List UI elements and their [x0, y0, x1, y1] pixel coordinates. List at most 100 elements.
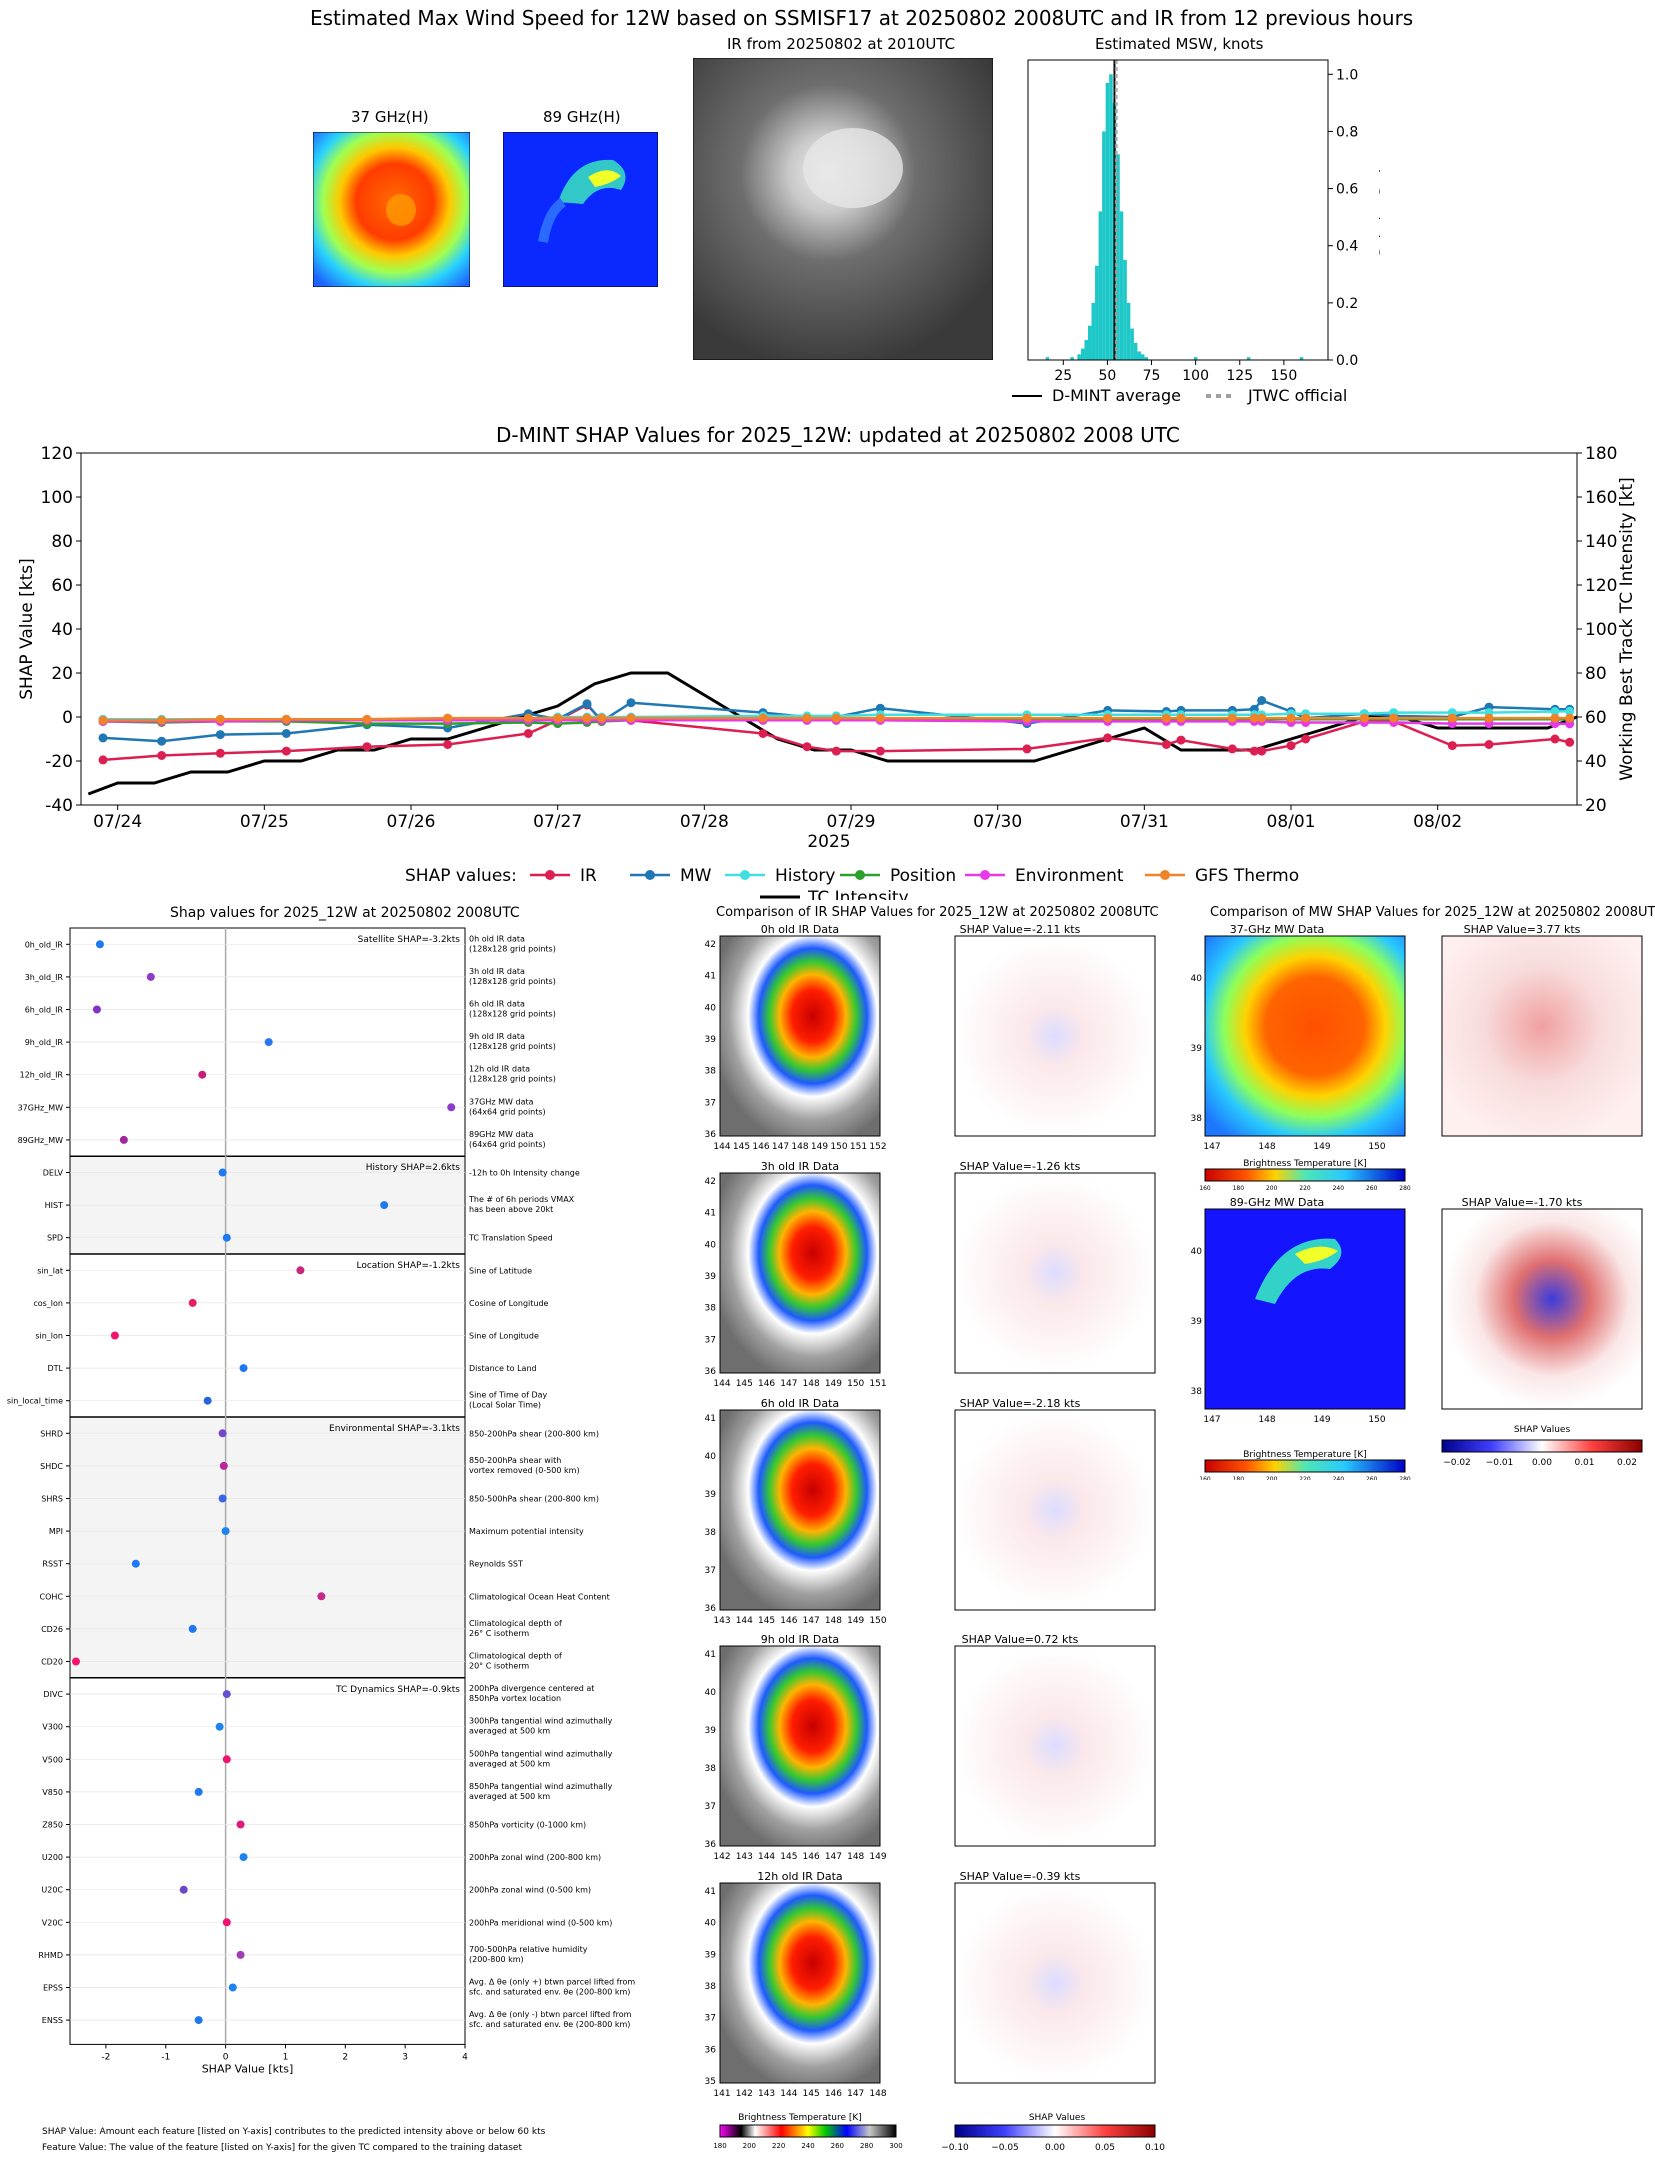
- ir-y-tick: 39: [705, 1035, 717, 1045]
- histogram-bar: [1119, 211, 1124, 360]
- y-tick-label: 100: [41, 488, 73, 508]
- histogram-bar: [1105, 82, 1110, 360]
- feature-name: 6h_old_IR: [25, 1006, 64, 1015]
- feature-description: 850hPa vorticity (0-1000 km): [469, 1821, 586, 1830]
- ir-x-tick: 147: [772, 1142, 789, 1152]
- ir-shap-image: [954, 935, 1156, 1137]
- mw-shap-image: [1441, 935, 1643, 1137]
- legend-label: Position: [890, 866, 956, 886]
- ir-panel-image: [719, 935, 881, 1137]
- ir-y-tick: 42: [705, 1177, 716, 1187]
- series-point: [157, 751, 167, 760]
- ir-y-tick: 38: [705, 1304, 717, 1314]
- x-tick-label: 75: [1143, 368, 1161, 384]
- series-point: [157, 736, 167, 746]
- mw-bt-tick: 220: [1299, 1476, 1311, 1480]
- mw-shap-image: [1441, 1208, 1643, 1410]
- feature-description: 850hPa tangential wind azimuthally: [469, 1782, 613, 1791]
- feature-point: [222, 1755, 231, 1764]
- series-point: [1227, 744, 1237, 754]
- mw-y-tick: 38: [1191, 1387, 1203, 1397]
- series-point: [215, 730, 225, 740]
- mw-bt-tick: 260: [1366, 1185, 1378, 1192]
- ir-x-tick: 147: [825, 1852, 842, 1862]
- mw-y-tick: 39: [1191, 1044, 1203, 1054]
- y2-tick-label: 180: [1585, 444, 1617, 464]
- ir-comparison-title: Comparison of IR SHAP Values for 2025_12…: [716, 905, 1159, 920]
- ir-y-tick: 37: [705, 2014, 716, 2024]
- x-tick-label: 07/29: [827, 812, 876, 832]
- feature-name: RSST: [42, 1560, 63, 1569]
- feature-point: [239, 1853, 248, 1862]
- series-point: [1447, 713, 1457, 723]
- ir-image: [693, 58, 993, 360]
- ir-y-tick: 40: [705, 1688, 717, 1698]
- ir-bt-tick: 180: [713, 2142, 726, 2150]
- x-tick-label: 07/24: [93, 812, 142, 832]
- feature-point: [92, 1005, 101, 1014]
- mw-y-tick: 40: [1191, 974, 1203, 984]
- mw-bt-colorbar: [1204, 1459, 1406, 1473]
- feature-name: U20C: [41, 1886, 63, 1895]
- ir-y-tick: 39: [705, 1726, 717, 1736]
- feature-description: TC Translation Speed: [468, 1234, 553, 1243]
- y2-tick-label: 140: [1585, 532, 1617, 552]
- y-tick-label: 0: [62, 708, 73, 728]
- series-point: [215, 748, 225, 758]
- mw37-title: 37 GHz(H): [351, 108, 429, 126]
- y2-tick-label: 160: [1585, 488, 1617, 508]
- ir-x-tick: 148: [825, 1616, 842, 1626]
- feature-description: 200hPa meridional wind (0-500 km): [469, 1918, 612, 1927]
- ir-shap-colorbar-label: SHAP Values: [1029, 2113, 1086, 2123]
- ir-y-tick: 40: [705, 1452, 717, 1462]
- feature-point: [215, 1722, 224, 1731]
- legend-marker: [1160, 870, 1170, 880]
- mw-x-tick: 147: [1203, 1415, 1220, 1425]
- histogram-bar: [1077, 354, 1081, 360]
- x-tick-label: 07/25: [240, 812, 289, 832]
- feature-description: Climatological depth of: [469, 1619, 562, 1628]
- ir-y-tick: 39: [705, 1950, 717, 1960]
- series-point: [1227, 713, 1237, 723]
- group-label: Satellite SHAP=-3.2kts: [358, 935, 461, 945]
- features-frame: [69, 927, 466, 2045]
- ir-panel-label: 12h old IR Data: [757, 1870, 842, 1883]
- x-tick-label: 2: [342, 2052, 348, 2062]
- ir-x-tick: 142: [713, 1852, 730, 1862]
- ir-x-tick: 148: [869, 2089, 886, 2099]
- feature-name: SHRD: [40, 1429, 63, 1438]
- x-tick-label: 3: [402, 2052, 408, 2062]
- mw-bt-tick: 200: [1266, 1185, 1278, 1192]
- legend-dmint-label: D-MINT average: [1052, 386, 1181, 405]
- feature-description: averaged at 500 km: [469, 1792, 550, 1801]
- feature-name: HIST: [45, 1201, 63, 1210]
- legend-marker: [980, 870, 990, 880]
- feature-point: [110, 1331, 119, 1340]
- y-tick-label: 0.4: [1336, 239, 1358, 255]
- y-tick-label: 20: [51, 664, 73, 684]
- feature-name: SHRS: [41, 1495, 63, 1504]
- feature-name: Z850: [42, 1821, 63, 1830]
- series-point: [626, 698, 636, 708]
- histogram-bar: [1123, 260, 1127, 360]
- ir-shap-image: [954, 1172, 1156, 1374]
- feature-point: [317, 1592, 326, 1601]
- feature-name: 89GHz_MW: [18, 1136, 63, 1145]
- feature-point: [218, 1429, 227, 1438]
- feature-description: Sine of Latitude: [469, 1266, 532, 1275]
- ir-panel-image: [719, 1409, 881, 1611]
- mw-panel-image: [1204, 935, 1406, 1137]
- feature-point: [146, 972, 155, 981]
- ir-x-tick: 150: [847, 1379, 864, 1389]
- x-tick-label: 4: [462, 2052, 468, 2062]
- mw-comparison-panels: 37-GHz MW Data 40 39 38 147 148 149 150 SHAP Val…: [1191, 923, 1643, 1480]
- series-point: [1359, 713, 1369, 723]
- ir-shap-label: SHAP Value=-2.11 kts: [960, 923, 1081, 936]
- ir-x-tick: 152: [869, 1142, 886, 1152]
- feature-name: DTL: [47, 1364, 63, 1373]
- ir-x-tick: 146: [803, 1852, 820, 1862]
- histogram-bar: [1140, 354, 1145, 360]
- feature-name: CD20: [41, 1658, 63, 1667]
- feature-description: 850-500hPa shear (200-800 km): [469, 1495, 599, 1504]
- ir-shap-label: SHAP Value=-0.39 kts: [960, 1870, 1081, 1883]
